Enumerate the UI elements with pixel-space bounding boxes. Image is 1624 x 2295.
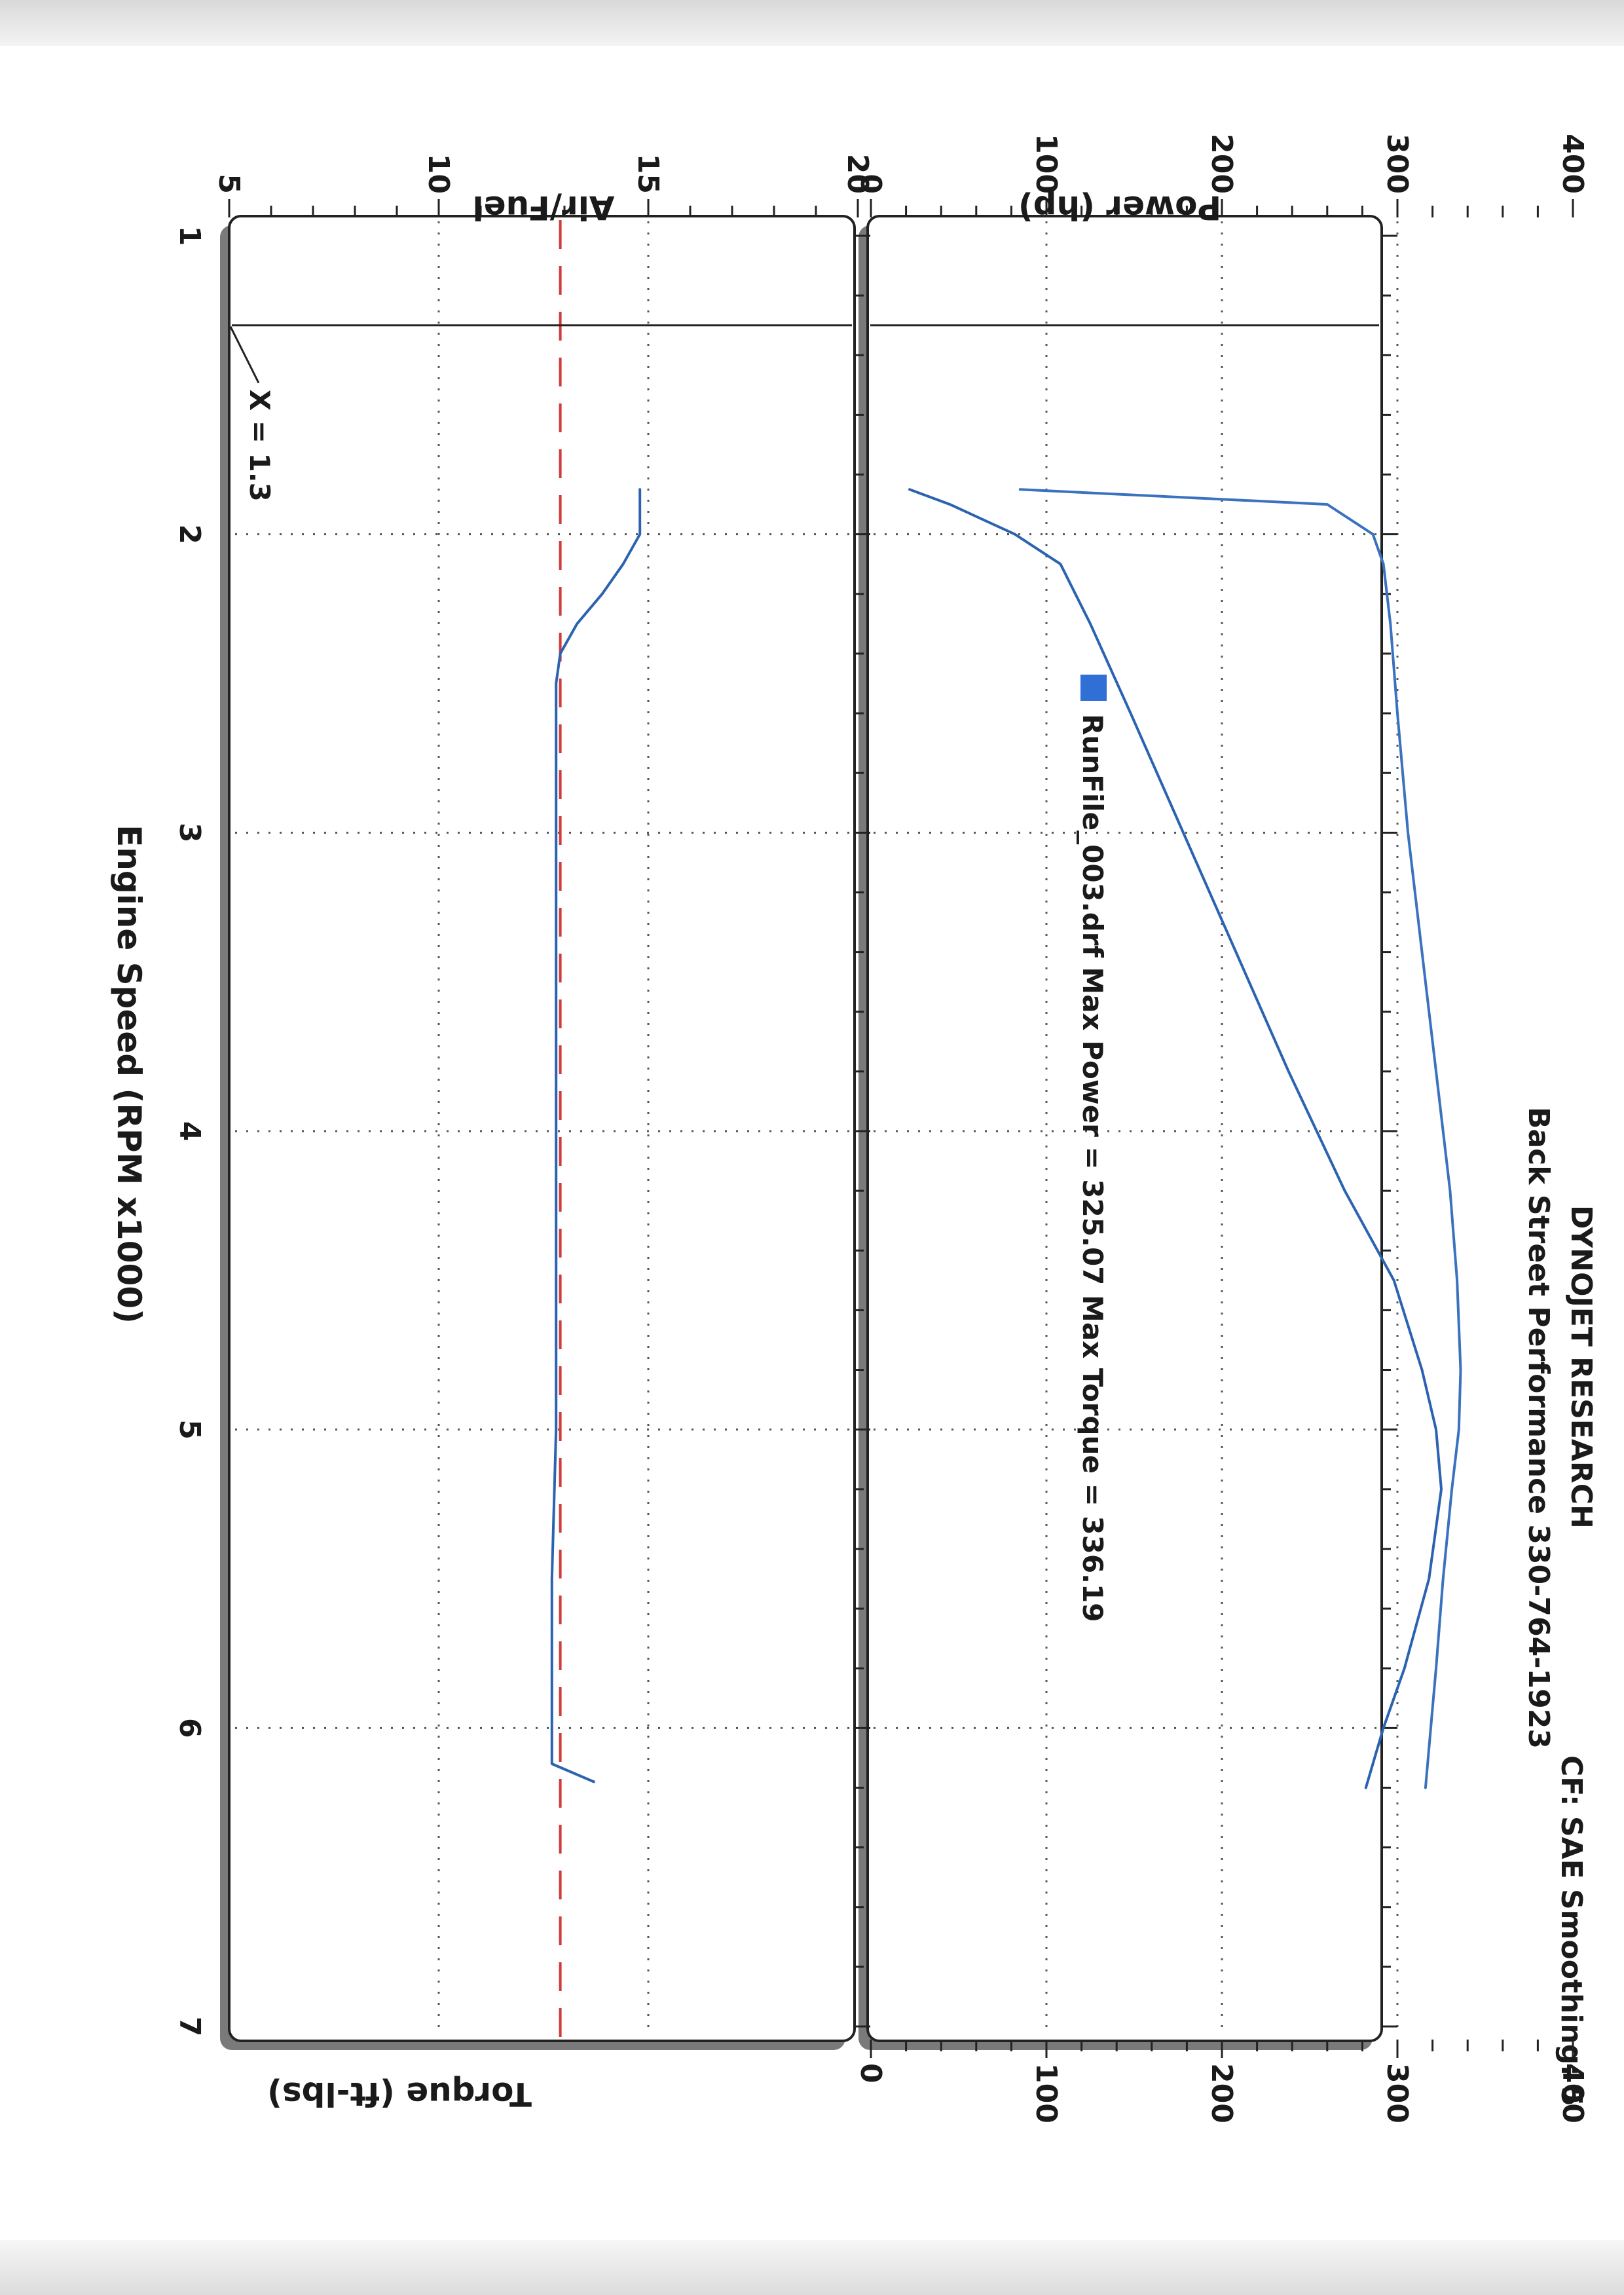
header-company: DYNOJET RESEARCH (1564, 1205, 1598, 1529)
x-tick-label: 6 (173, 1718, 206, 1738)
y2-tick-label: 200 (1205, 2063, 1238, 2123)
y-tick-label: 300 (1380, 134, 1414, 194)
afr-series-line (550, 488, 642, 1783)
x-tick-label: 2 (173, 524, 206, 544)
scan-edge-top (0, 0, 1624, 46)
x-tick-label: 5 (173, 1419, 206, 1440)
y-tick-label: 5 (212, 174, 246, 194)
x-tick-label: 7 (173, 2017, 206, 2037)
cursor-leader (229, 326, 260, 384)
power-series-line (908, 488, 1443, 1789)
y-tick-label: 0 (854, 174, 887, 194)
y2-tick-label: 400 (1556, 2063, 1589, 2123)
x-tick-label: 3 (173, 823, 206, 843)
y-tick-label: 100 (1029, 134, 1063, 194)
left-axis-title-power: Power (hp) (1018, 189, 1221, 227)
header-settings: CF: SAE Smoothing: 5 (1555, 1755, 1588, 2106)
y-tick-label: 15 (631, 154, 665, 194)
y-tick-label: 200 (1205, 134, 1238, 194)
legend-swatch (1080, 675, 1107, 701)
right-axis-title-torque: Torque (ft-lbs) (267, 2075, 532, 2113)
y-tick-label: 10 (422, 154, 455, 194)
scan-edge-bottom (0, 2240, 1624, 2295)
x-axis-title: Engine Speed (RPM x1000) (110, 825, 148, 1324)
y2-tick-label: 100 (1029, 2063, 1063, 2123)
y-tick-label: 400 (1556, 134, 1589, 194)
y2-tick-label: 300 (1380, 2063, 1414, 2123)
left-axis-title-afr: Air/Fuel (472, 189, 614, 227)
x-tick-label: 1 (173, 226, 206, 246)
x-tick-label: 4 (173, 1121, 206, 1142)
panel-frame (866, 215, 1383, 2042)
y-tick-label: 20 (841, 154, 874, 194)
power-torque-panel: 0 100 200 300 400 0 100 200 300 400 (854, 134, 1589, 2123)
legend-label: RunFile_003.drf Max Power = 325.07 Max T… (1077, 714, 1109, 1622)
header-shop: Back Street Performance 330-764-1923 (1522, 1107, 1555, 1749)
panel-frame (228, 215, 856, 2042)
legend: RunFile_003.drf Max Power = 325.07 Max T… (1077, 675, 1109, 1622)
air-fuel-panel: 5 10 15 20 1 2 3 4 5 6 7 (173, 154, 874, 2050)
y2-tick-label: 0 (854, 2063, 887, 2083)
torque-series-line (1018, 488, 1462, 1789)
cursor-label: X = 1.3 (244, 390, 276, 502)
